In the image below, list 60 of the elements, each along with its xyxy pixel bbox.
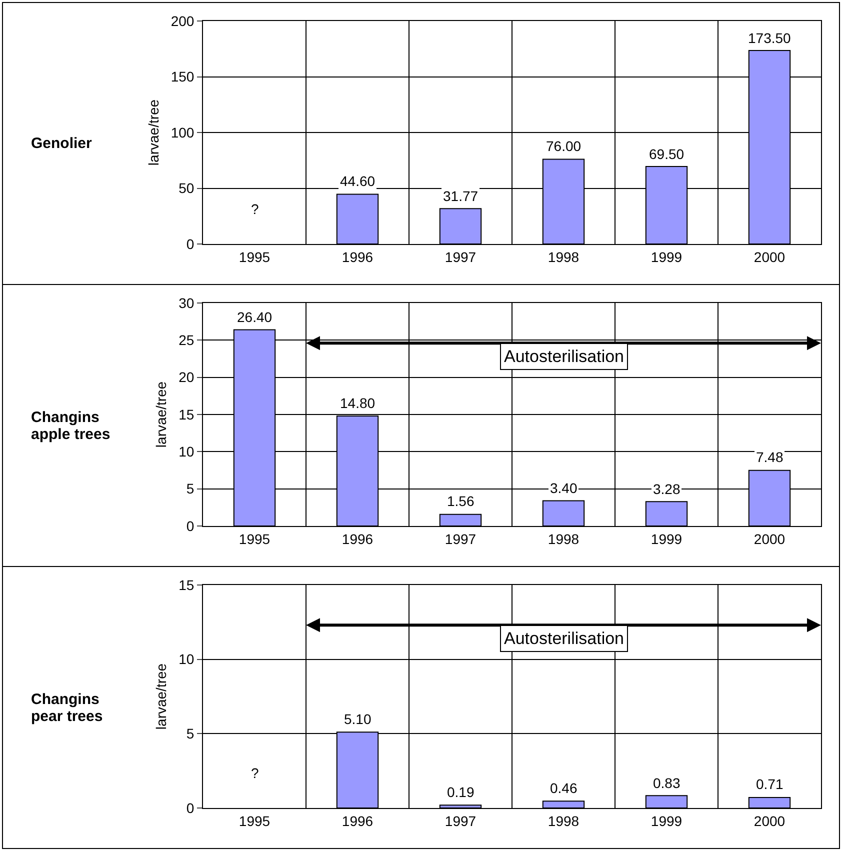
x-tick-label: 1996	[342, 812, 374, 829]
y-tick-label: 50	[178, 180, 194, 196]
x-tick-label: 1998	[548, 248, 580, 265]
data-label: 0.83	[653, 775, 680, 791]
data-label: 31.77	[443, 188, 478, 204]
text: Changins pear trees	[30, 690, 104, 726]
y-tick-label: 15	[178, 576, 194, 593]
x-tick-label: 1999	[650, 812, 682, 829]
y-tick-label: 100	[170, 124, 194, 140]
x-tick-label: 2000	[754, 812, 786, 829]
x-tick-label: 1995	[238, 530, 270, 547]
text: Changins apple trees	[30, 408, 112, 444]
y-tick-label: 30	[178, 294, 194, 311]
annotation: ?	[251, 765, 259, 781]
data-label: 0.19	[447, 784, 474, 800]
x-tick-label: 1998	[548, 530, 580, 547]
x-tick-label: 1995	[238, 812, 270, 829]
data-label: 3.40	[550, 480, 578, 496]
x-tick-label: 1999	[650, 248, 682, 265]
data-label: 69.50	[649, 146, 684, 162]
data-label: 173.50	[748, 30, 792, 46]
x-tick-label: 1999	[650, 530, 682, 547]
data-label: 44.60	[340, 173, 376, 189]
data-label: 5.10	[344, 711, 372, 727]
annotation: Autosterilisation	[504, 347, 624, 366]
y-tick-label: 20	[178, 369, 194, 386]
data-label: 0.46	[550, 780, 578, 796]
y-tick-label: 200	[170, 12, 194, 29]
y-tick-label: 0	[186, 518, 194, 534]
data-label: 14.80	[340, 395, 376, 411]
y-tick-label: 0	[186, 800, 194, 816]
x-tick-label: 1995	[238, 248, 270, 265]
y-tick-label: 5	[186, 726, 194, 742]
y-tick-label: 25	[178, 332, 194, 348]
data-label: 76.00	[546, 138, 582, 154]
x-tick-label: 1997	[444, 812, 476, 829]
annotation: Autosterilisation	[504, 629, 624, 648]
x-tick-label: 1996	[342, 530, 374, 547]
annotation: ?	[251, 201, 259, 217]
x-tick-label: 1997	[444, 248, 476, 265]
data-label: 3.28	[653, 481, 680, 497]
y-tick-label: 10	[178, 651, 194, 668]
y-axis-title: larvae/tree	[145, 99, 162, 166]
text: Genolier	[30, 134, 93, 154]
y-tick-label: 150	[170, 68, 194, 85]
y-axis-title: larvae/tree	[153, 381, 170, 448]
x-tick-label: 1997	[444, 530, 476, 547]
y-tick-label: 15	[178, 406, 194, 422]
y-tick-label: 5	[186, 480, 194, 497]
data-label: 0.71	[756, 776, 784, 792]
data-label: 26.40	[237, 309, 272, 325]
y-tick-label: 10	[178, 444, 194, 460]
y-tick-label: 0	[186, 236, 194, 252]
x-tick-label: 2000	[754, 248, 786, 265]
x-tick-label: 1998	[548, 812, 580, 829]
x-tick-label: 2000	[754, 530, 786, 547]
data-label: 1.56	[447, 493, 474, 509]
y-axis-title: larvae/tree	[153, 663, 170, 730]
data-label: 7.48	[756, 449, 784, 465]
x-tick-label: 1996	[342, 248, 374, 265]
